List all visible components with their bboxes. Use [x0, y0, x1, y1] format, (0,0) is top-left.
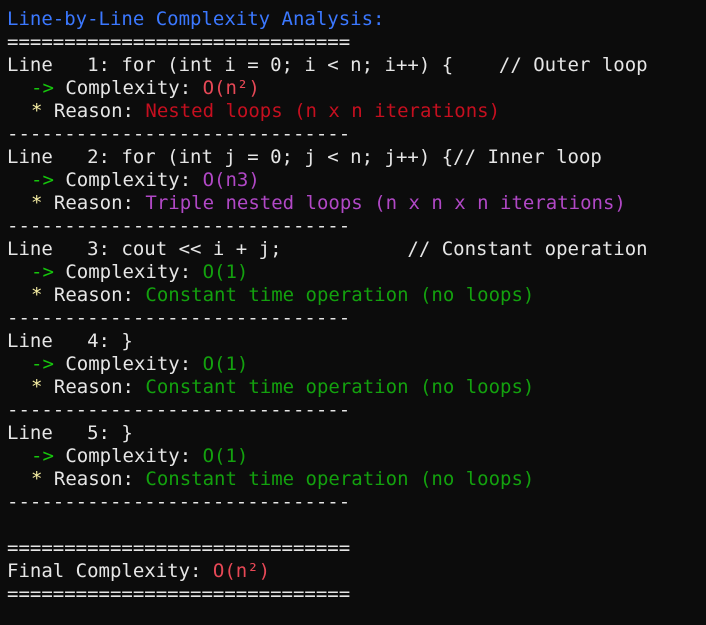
analysis-title: Line-by-Line Complexity Analysis:: [7, 8, 385, 30]
code-text: }: [121, 330, 133, 352]
entry-reason-2: * Reason: Triple nested loops (n x n x n…: [7, 192, 706, 215]
entry-line-3: Line 3: cout << i + j; // Constant opera…: [7, 238, 706, 261]
line-label: Line: [7, 330, 53, 352]
entry-complexity-1: -> Complexity: O(n²): [7, 77, 706, 100]
code-text: for (int i = 0; i < n; i++) { // Outer l…: [121, 54, 648, 76]
complexity-label: Complexity:: [65, 353, 203, 375]
arrow-icon: ->: [31, 445, 66, 467]
complexity-label: Complexity:: [65, 261, 203, 283]
reason-value: Constant time operation (no loops): [145, 468, 535, 490]
reason-value: Constant time operation (no loops): [145, 284, 535, 306]
line-number: 4:: [52, 330, 122, 352]
entry-complexity-5: -> Complexity: O(1): [7, 445, 706, 468]
reason-label: Reason:: [53, 192, 146, 214]
single-rule: ------------------------------: [7, 399, 351, 421]
reason-value: Nested loops (n x n iterations): [145, 100, 501, 122]
line-label: Line: [7, 54, 53, 76]
line-label: Line: [7, 422, 53, 444]
entry-line-1: Line 1: for (int i = 0; i < n; i++) { //…: [7, 54, 706, 77]
arrow-icon: ->: [31, 77, 66, 99]
complexity-label: Complexity:: [65, 169, 203, 191]
entry-line-4: Line 4: }: [7, 330, 706, 353]
final-complexity-label: Final Complexity:: [7, 560, 213, 582]
single-rule: ------------------------------: [7, 123, 351, 145]
arrow-icon: ->: [31, 261, 66, 283]
entry-complexity-3: -> Complexity: O(1): [7, 261, 706, 284]
complexity-value: O(n3): [202, 169, 260, 191]
code-text: for (int j = 0; j < n; j++) {// Inner lo…: [121, 146, 602, 168]
entry-reason-4: * Reason: Constant time operation (no lo…: [7, 376, 706, 399]
complexity-value: O(1): [202, 261, 249, 283]
reason-value: Constant time operation (no loops): [145, 376, 535, 398]
double-rule: ==============================: [7, 31, 351, 53]
complexity-value: O(1): [202, 445, 249, 467]
double-rule: ==============================: [7, 537, 351, 559]
entry-line-2: Line 2: for (int j = 0; j < n; j++) {// …: [7, 146, 706, 169]
line-number: 1:: [52, 54, 122, 76]
entry-reason-1: * Reason: Nested loops (n x n iterations…: [7, 100, 706, 123]
double-rule: ==============================: [7, 583, 351, 605]
code-text: cout << i + j; // Constant operation: [121, 238, 648, 260]
reason-label: Reason:: [53, 376, 146, 398]
star-icon: *: [31, 376, 54, 398]
line-number: 3:: [52, 238, 122, 260]
complexity-value: O(1): [202, 353, 249, 375]
single-rule: ------------------------------: [7, 491, 351, 513]
line-number: 5:: [52, 422, 122, 444]
star-icon: *: [31, 100, 54, 122]
reason-label: Reason:: [53, 100, 146, 122]
entry-reason-3: * Reason: Constant time operation (no lo…: [7, 284, 706, 307]
arrow-icon: ->: [31, 353, 66, 375]
entry-complexity-4: -> Complexity: O(1): [7, 353, 706, 376]
star-icon: *: [31, 284, 54, 306]
entry-reason-5: * Reason: Constant time operation (no lo…: [7, 468, 706, 491]
single-rule: ------------------------------: [7, 307, 351, 329]
line-label: Line: [7, 146, 53, 168]
star-icon: *: [31, 468, 54, 490]
entry-line-5: Line 5: }: [7, 422, 706, 445]
final-complexity-line: Final Complexity: O(n²): [7, 560, 706, 583]
reason-value: Triple nested loops (n x n x n iteration…: [145, 192, 626, 214]
arrow-icon: ->: [31, 169, 66, 191]
code-text: }: [121, 422, 133, 444]
complexity-label: Complexity:: [65, 445, 203, 467]
blank-line: [7, 514, 706, 537]
final-complexity-value: O(n²): [212, 560, 271, 582]
star-icon: *: [31, 192, 54, 214]
reason-label: Reason:: [53, 468, 146, 490]
entry-complexity-2: -> Complexity: O(n3): [7, 169, 706, 192]
complexity-value: O(n²): [202, 77, 260, 99]
line-number: 2:: [52, 146, 122, 168]
complexity-label: Complexity:: [65, 77, 203, 99]
reason-label: Reason:: [53, 284, 146, 306]
line-label: Line: [7, 238, 53, 260]
single-rule: ------------------------------: [7, 215, 351, 237]
